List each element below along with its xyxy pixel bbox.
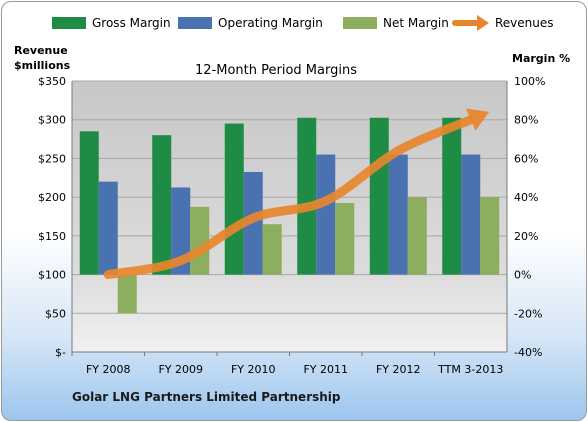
operating-margin-bar (243, 171, 263, 275)
gross-margin-bar (224, 123, 244, 275)
y-left-tick-label: $100 (38, 269, 66, 282)
revenues-arrowhead (466, 108, 490, 131)
revenue-line (103, 108, 490, 280)
x-tick-label: FY 2008 (86, 363, 131, 376)
y-right-tick-label: 100% (514, 75, 545, 88)
y-right-tick-label: 40% (514, 191, 538, 204)
net-margin-bar (190, 206, 210, 275)
y-left-tick-label: $300 (38, 114, 66, 127)
legend-label-net-margin: Net Margin (383, 16, 449, 30)
operating-margin-bar (461, 154, 481, 275)
net-margin-bar (262, 224, 282, 275)
legend-label-gross-margin: Gross Margin (92, 16, 171, 30)
operating-margin-bar (171, 187, 191, 275)
operating-margin-bar (316, 154, 336, 275)
y-left-tick-label: $350 (38, 75, 66, 88)
y-right-tick-label: 80% (514, 114, 538, 127)
legend-swatch-operating-margin (178, 17, 212, 29)
net-margin-bar (480, 197, 500, 275)
y-left-tick-label: $200 (38, 191, 66, 204)
operating-margin-bar (98, 181, 118, 275)
right-axis-label: Margin % (512, 52, 570, 65)
net-margin-bar (117, 274, 137, 314)
axes: $- -40% $50 -20% $100 0% $150 20% $200 40% $250 60%… (38, 75, 545, 376)
revenues-line (103, 115, 476, 280)
y-right-tick-label: -20% (514, 307, 542, 320)
gross-margin-bar (369, 117, 389, 275)
y-right-tick-label: 0% (514, 269, 531, 282)
x-tick-label: TTM 3-2013 (437, 363, 503, 376)
legend-label-operating-margin: Operating Margin (218, 16, 323, 30)
x-tick-label: FY 2011 (303, 363, 348, 376)
left-axis-label-line2: $millions (14, 59, 71, 72)
x-tick-label: FY 2009 (158, 363, 203, 376)
y-left-tick-label: $50 (45, 307, 66, 320)
x-tick-label: FY 2010 (231, 363, 276, 376)
legend: Gross Margin Operating Margin Net Margin Re… (52, 15, 554, 31)
y-left-tick-label: $150 (38, 230, 66, 243)
company-name: Golar LNG Partners Limited Partnership (72, 390, 341, 404)
net-margin-bar (335, 202, 355, 275)
gross-margin-bar (442, 117, 462, 275)
bars (79, 117, 500, 314)
operating-margin-bar (388, 154, 408, 275)
y-right-tick-label: 60% (514, 152, 538, 165)
gross-margin-bar (79, 131, 99, 275)
plot-area (72, 81, 507, 352)
legend-swatch-gross-margin (52, 17, 86, 29)
left-axis-label-line1: Revenue (14, 44, 68, 57)
legend-swatch-net-margin (343, 17, 377, 29)
gross-margin-bar (297, 117, 317, 275)
y-left-tick-label: $- (55, 346, 66, 359)
net-margin-bar (407, 197, 427, 275)
chart-title: 12-Month Period Margins (195, 63, 357, 78)
y-right-tick-label: 20% (514, 230, 538, 243)
legend-arrow-revenues (477, 15, 489, 31)
legend-label-revenues: Revenues (495, 16, 554, 30)
y-right-tick-label: -40% (514, 346, 542, 359)
x-tick-label: FY 2012 (376, 363, 421, 376)
gross-margin-bar (152, 135, 172, 275)
y-left-tick-label: $250 (38, 152, 66, 165)
